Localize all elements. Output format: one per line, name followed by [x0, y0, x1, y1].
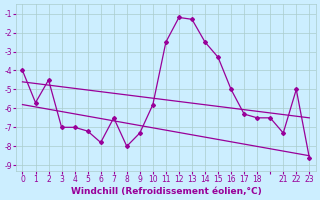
X-axis label: Windchill (Refroidissement éolien,°C): Windchill (Refroidissement éolien,°C) — [70, 187, 261, 196]
